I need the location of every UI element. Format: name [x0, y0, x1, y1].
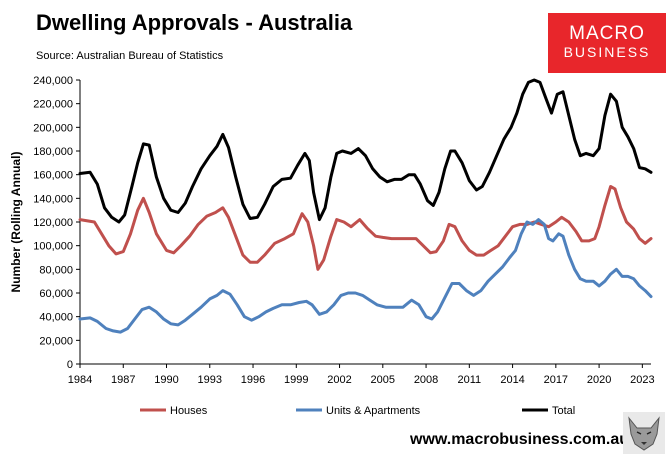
y-tick-label: 80,000 — [39, 264, 73, 276]
x-tick-label: 1993 — [198, 374, 222, 386]
x-tick-label: 2011 — [457, 374, 481, 386]
y-tick-label: 120,000 — [33, 217, 73, 229]
x-tick-label: 2005 — [371, 374, 395, 386]
x-tick-label: 1996 — [241, 374, 265, 386]
legend-label-total: Total — [552, 405, 575, 417]
wolf-mascot-icon — [623, 412, 665, 454]
x-tick-label: 2023 — [630, 374, 654, 386]
y-tick-label: 200,000 — [33, 122, 73, 134]
logo-line1: MACRO — [569, 23, 645, 44]
footer-url[interactable]: www.macrobusiness.com.au — [410, 431, 630, 448]
series-line-houses — [78, 185, 653, 271]
x-tick-label: 1987 — [111, 374, 135, 386]
y-tick-label: 160,000 — [33, 170, 73, 182]
legend-label-houses: Houses — [170, 405, 208, 417]
x-tick-label: 1984 — [68, 374, 92, 386]
y-tick-label: 40,000 — [39, 312, 73, 324]
x-tick-label: 2002 — [327, 374, 351, 386]
series-line-total — [78, 78, 653, 224]
chart-axes: 0 20,000 40,000 60,000 80,000 100,000 120,000 1… — [33, 75, 654, 386]
y-tick-label: 0 — [67, 359, 73, 371]
x-tick-label: 1990 — [154, 374, 178, 386]
y-tick-label: 60,000 — [39, 288, 73, 300]
x-tick-label: 2017 — [544, 374, 568, 386]
y-tick-label: 180,000 — [33, 146, 73, 158]
chart-source: Source: Australian Bureau of Statistics — [36, 50, 224, 62]
legend-label-units-apartments: Units & Apartments — [326, 405, 421, 417]
y-tick-label: 220,000 — [33, 99, 73, 111]
y-tick-label: 100,000 — [33, 241, 73, 253]
x-tick-label: 2014 — [500, 374, 524, 386]
y-tick-label: 140,000 — [33, 193, 73, 205]
macrobusiness-logo[interactable]: MACRO BUSINESS — [548, 13, 666, 73]
chart-title: Dwelling Approvals - Australia — [36, 10, 353, 35]
series-line-units-apartments — [78, 218, 653, 334]
y-axis-label: Number (Rolling Annual) — [9, 152, 23, 293]
logo-line2: BUSINESS — [563, 44, 651, 60]
x-tick-label: 2020 — [587, 374, 611, 386]
chart-series — [78, 78, 653, 334]
y-tick-label: 240,000 — [33, 75, 73, 87]
chart-legend: Houses Units & Apartments Total — [140, 405, 575, 417]
x-tick-label: 2008 — [414, 374, 438, 386]
x-tick-label: 1999 — [284, 374, 308, 386]
y-tick-label: 20,000 — [39, 335, 73, 347]
